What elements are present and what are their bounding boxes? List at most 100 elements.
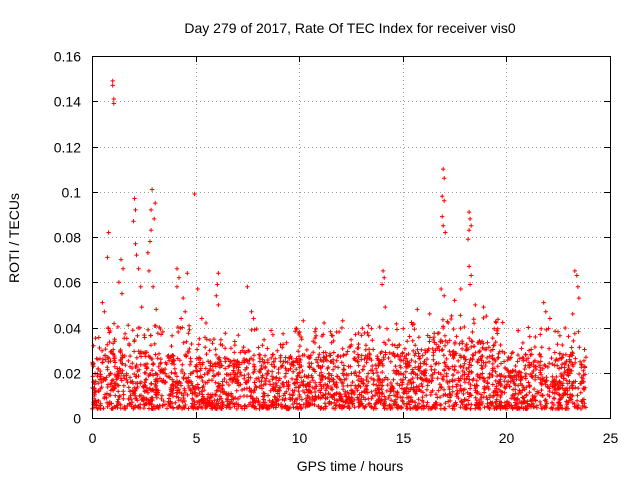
- data-point: [425, 400, 430, 405]
- data-point: [384, 406, 390, 411]
- data-point: [332, 364, 338, 369]
- data-point: [495, 390, 500, 395]
- data-point: [531, 386, 537, 392]
- data-point: [577, 381, 583, 386]
- data-point: [260, 405, 265, 410]
- spike-point: [100, 300, 105, 305]
- data-point: [301, 402, 306, 407]
- data-point: [218, 337, 224, 342]
- data-point: [219, 363, 224, 368]
- data-point: [473, 406, 478, 411]
- data-point: [409, 381, 414, 386]
- data-point: [372, 393, 378, 398]
- data-point: [306, 400, 312, 405]
- data-point: [124, 373, 129, 378]
- data-point: [157, 361, 163, 366]
- data-point: [104, 395, 109, 401]
- data-point: [217, 394, 223, 399]
- spike-point: [183, 309, 188, 314]
- data-point: [247, 388, 253, 394]
- data-point: [430, 346, 435, 352]
- data-point: [438, 406, 444, 411]
- data-point: [533, 366, 539, 372]
- data-point: [183, 376, 189, 381]
- data-point: [467, 369, 472, 374]
- data-point: [484, 346, 489, 352]
- data-point: [445, 319, 450, 324]
- data-point: [163, 360, 168, 365]
- data-point: [306, 388, 312, 393]
- data-point: [277, 394, 282, 399]
- data-point: [121, 396, 126, 401]
- data-point: [154, 395, 160, 400]
- data-point: [259, 366, 264, 371]
- data-point: [287, 395, 293, 401]
- spike-point: [473, 302, 478, 308]
- data-point: [256, 345, 261, 350]
- data-point: [134, 355, 140, 360]
- data-point: [493, 339, 498, 345]
- data-point: [518, 381, 523, 387]
- data-point: [382, 399, 387, 404]
- data-point: [261, 337, 267, 342]
- data-point: [494, 328, 500, 334]
- data-point: [420, 353, 425, 358]
- data-point: [242, 349, 247, 355]
- data-point: [106, 359, 111, 365]
- data-point: [299, 397, 305, 402]
- data-point: [344, 394, 349, 399]
- data-point: [229, 397, 234, 402]
- data-point: [524, 393, 529, 398]
- spike-point: [106, 230, 111, 235]
- y-tick-label: 0.08: [54, 230, 81, 246]
- spike-point: [340, 318, 345, 323]
- data-point: [495, 317, 501, 322]
- spike-point: [136, 266, 141, 271]
- data-point: [409, 320, 414, 325]
- data-point: [311, 367, 317, 372]
- data-point: [349, 371, 354, 376]
- y-tick-label: 0.12: [54, 140, 81, 156]
- data-point: [463, 406, 468, 411]
- data-point: [129, 400, 135, 405]
- data-point: [120, 353, 125, 358]
- data-point: [411, 321, 417, 327]
- ticks: [92, 56, 611, 419]
- data-point: [220, 390, 226, 395]
- data-point: [431, 353, 436, 358]
- data-point: [531, 395, 537, 400]
- data-point: [506, 400, 512, 405]
- y-tick-labels: 0 0.02 0.04 0.06 0.08 0.1 0.12 0.14 0.16: [54, 49, 81, 427]
- data-point: [130, 328, 135, 333]
- data-point: [579, 378, 585, 384]
- data-point: [297, 329, 302, 335]
- data-point: [256, 352, 262, 357]
- data-point: [460, 402, 465, 407]
- data-point: [166, 400, 171, 406]
- data-point: [101, 376, 106, 381]
- data-point: [138, 354, 144, 359]
- data-point: [307, 383, 312, 389]
- data-point: [207, 337, 213, 343]
- data-point: [564, 402, 570, 407]
- data-point: [451, 326, 456, 332]
- data-point: [331, 360, 336, 366]
- data-point: [515, 359, 520, 364]
- data-point: [291, 360, 296, 365]
- data-point: [121, 389, 126, 394]
- data-point: [550, 390, 555, 395]
- data-point: [95, 366, 101, 372]
- data-point: [358, 384, 363, 389]
- data-point: [452, 364, 458, 369]
- data-point: [257, 406, 262, 412]
- data-point: [436, 370, 441, 375]
- data-point: [297, 343, 303, 349]
- data-point: [237, 394, 243, 399]
- data-point: [469, 402, 474, 407]
- data-point: [206, 369, 211, 375]
- data-point: [399, 398, 405, 403]
- data-point: [440, 317, 446, 322]
- data-point: [424, 393, 429, 398]
- data-point: [117, 394, 122, 400]
- data-point: [437, 382, 443, 387]
